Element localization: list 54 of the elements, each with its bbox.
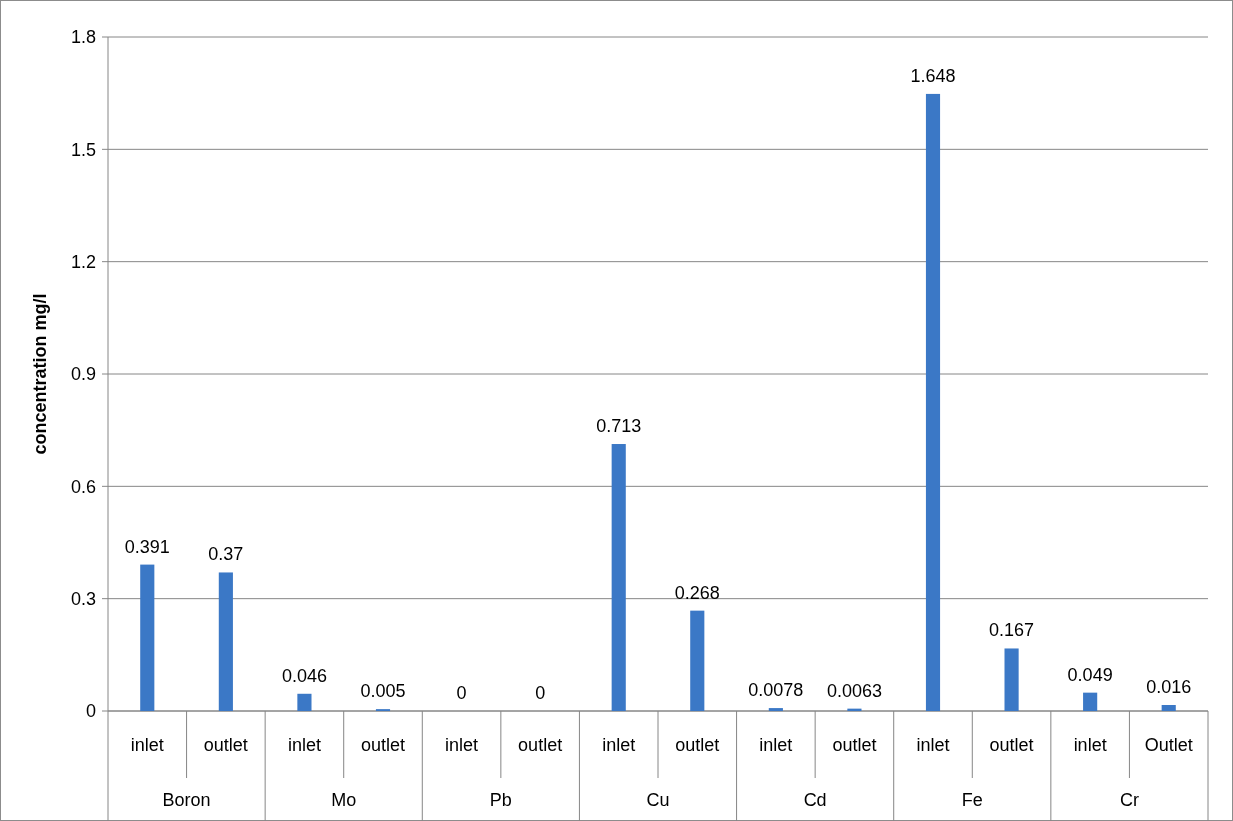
data-label: 0.049 bbox=[1067, 664, 1113, 685]
data-label: 0.0078 bbox=[748, 680, 804, 701]
data-label: 1.648 bbox=[910, 65, 956, 86]
bar bbox=[1004, 648, 1019, 711]
y-axis-title: concentration mg/l bbox=[30, 293, 50, 455]
y-tick-label: 0.6 bbox=[70, 476, 96, 497]
bar bbox=[297, 693, 312, 711]
y-tick-label: 1.5 bbox=[70, 139, 96, 160]
text: Fe bbox=[961, 790, 983, 811]
x-tick-label: outlet bbox=[832, 735, 877, 756]
text: Mo bbox=[331, 790, 357, 811]
bar bbox=[611, 444, 626, 711]
data-label: 0.37 bbox=[208, 544, 244, 565]
x-tick-label: outlet bbox=[360, 735, 406, 756]
bar bbox=[1161, 705, 1176, 711]
text: Cu bbox=[646, 790, 670, 811]
x-tick-label: inlet bbox=[1073, 735, 1107, 756]
x-tick-label: inlet bbox=[916, 735, 950, 756]
x-tick-label: inlet bbox=[602, 735, 636, 756]
data-label: 0.391 bbox=[124, 536, 170, 557]
text: Boron bbox=[162, 790, 211, 811]
x-tick-label: outlet bbox=[675, 735, 720, 756]
data-label: 0.268 bbox=[674, 582, 720, 603]
x-tick-label: inlet bbox=[445, 735, 479, 756]
bar bbox=[847, 708, 862, 711]
data-label: 0.167 bbox=[989, 620, 1035, 641]
y-tick-label: 0 bbox=[85, 701, 96, 722]
data-label: 0 bbox=[535, 683, 546, 703]
data-label: 0.713 bbox=[596, 416, 642, 437]
bar bbox=[925, 93, 941, 711]
x-tick-label: inlet bbox=[759, 735, 793, 756]
y-tick-label: 0.3 bbox=[70, 588, 96, 609]
x-tick-label: Outlet bbox=[1144, 735, 1193, 756]
x-tick-label: outlet bbox=[203, 735, 248, 756]
y-tick-label: 1.2 bbox=[70, 251, 96, 272]
bar bbox=[140, 564, 155, 711]
x-tick-label: outlet bbox=[989, 735, 1034, 756]
bar bbox=[690, 610, 705, 711]
x-tick-label: inlet bbox=[287, 735, 321, 756]
bar bbox=[768, 708, 783, 711]
text: Cr bbox=[1119, 790, 1139, 811]
bar bbox=[1083, 692, 1098, 711]
data-label: 0.0063 bbox=[826, 680, 882, 701]
text: Pb bbox=[489, 790, 512, 811]
data-label: 0 bbox=[456, 683, 467, 703]
x-tick-label: inlet bbox=[130, 735, 164, 756]
data-label: 0.016 bbox=[1146, 677, 1192, 698]
text: Cd bbox=[803, 790, 827, 811]
y-tick-label: 1.8 bbox=[70, 27, 96, 48]
data-label: 0.005 bbox=[360, 681, 406, 702]
bar bbox=[218, 572, 233, 711]
x-tick-label: outlet bbox=[518, 735, 563, 756]
y-tick-label: 0.9 bbox=[70, 364, 96, 385]
data-label: 0.046 bbox=[281, 665, 327, 686]
